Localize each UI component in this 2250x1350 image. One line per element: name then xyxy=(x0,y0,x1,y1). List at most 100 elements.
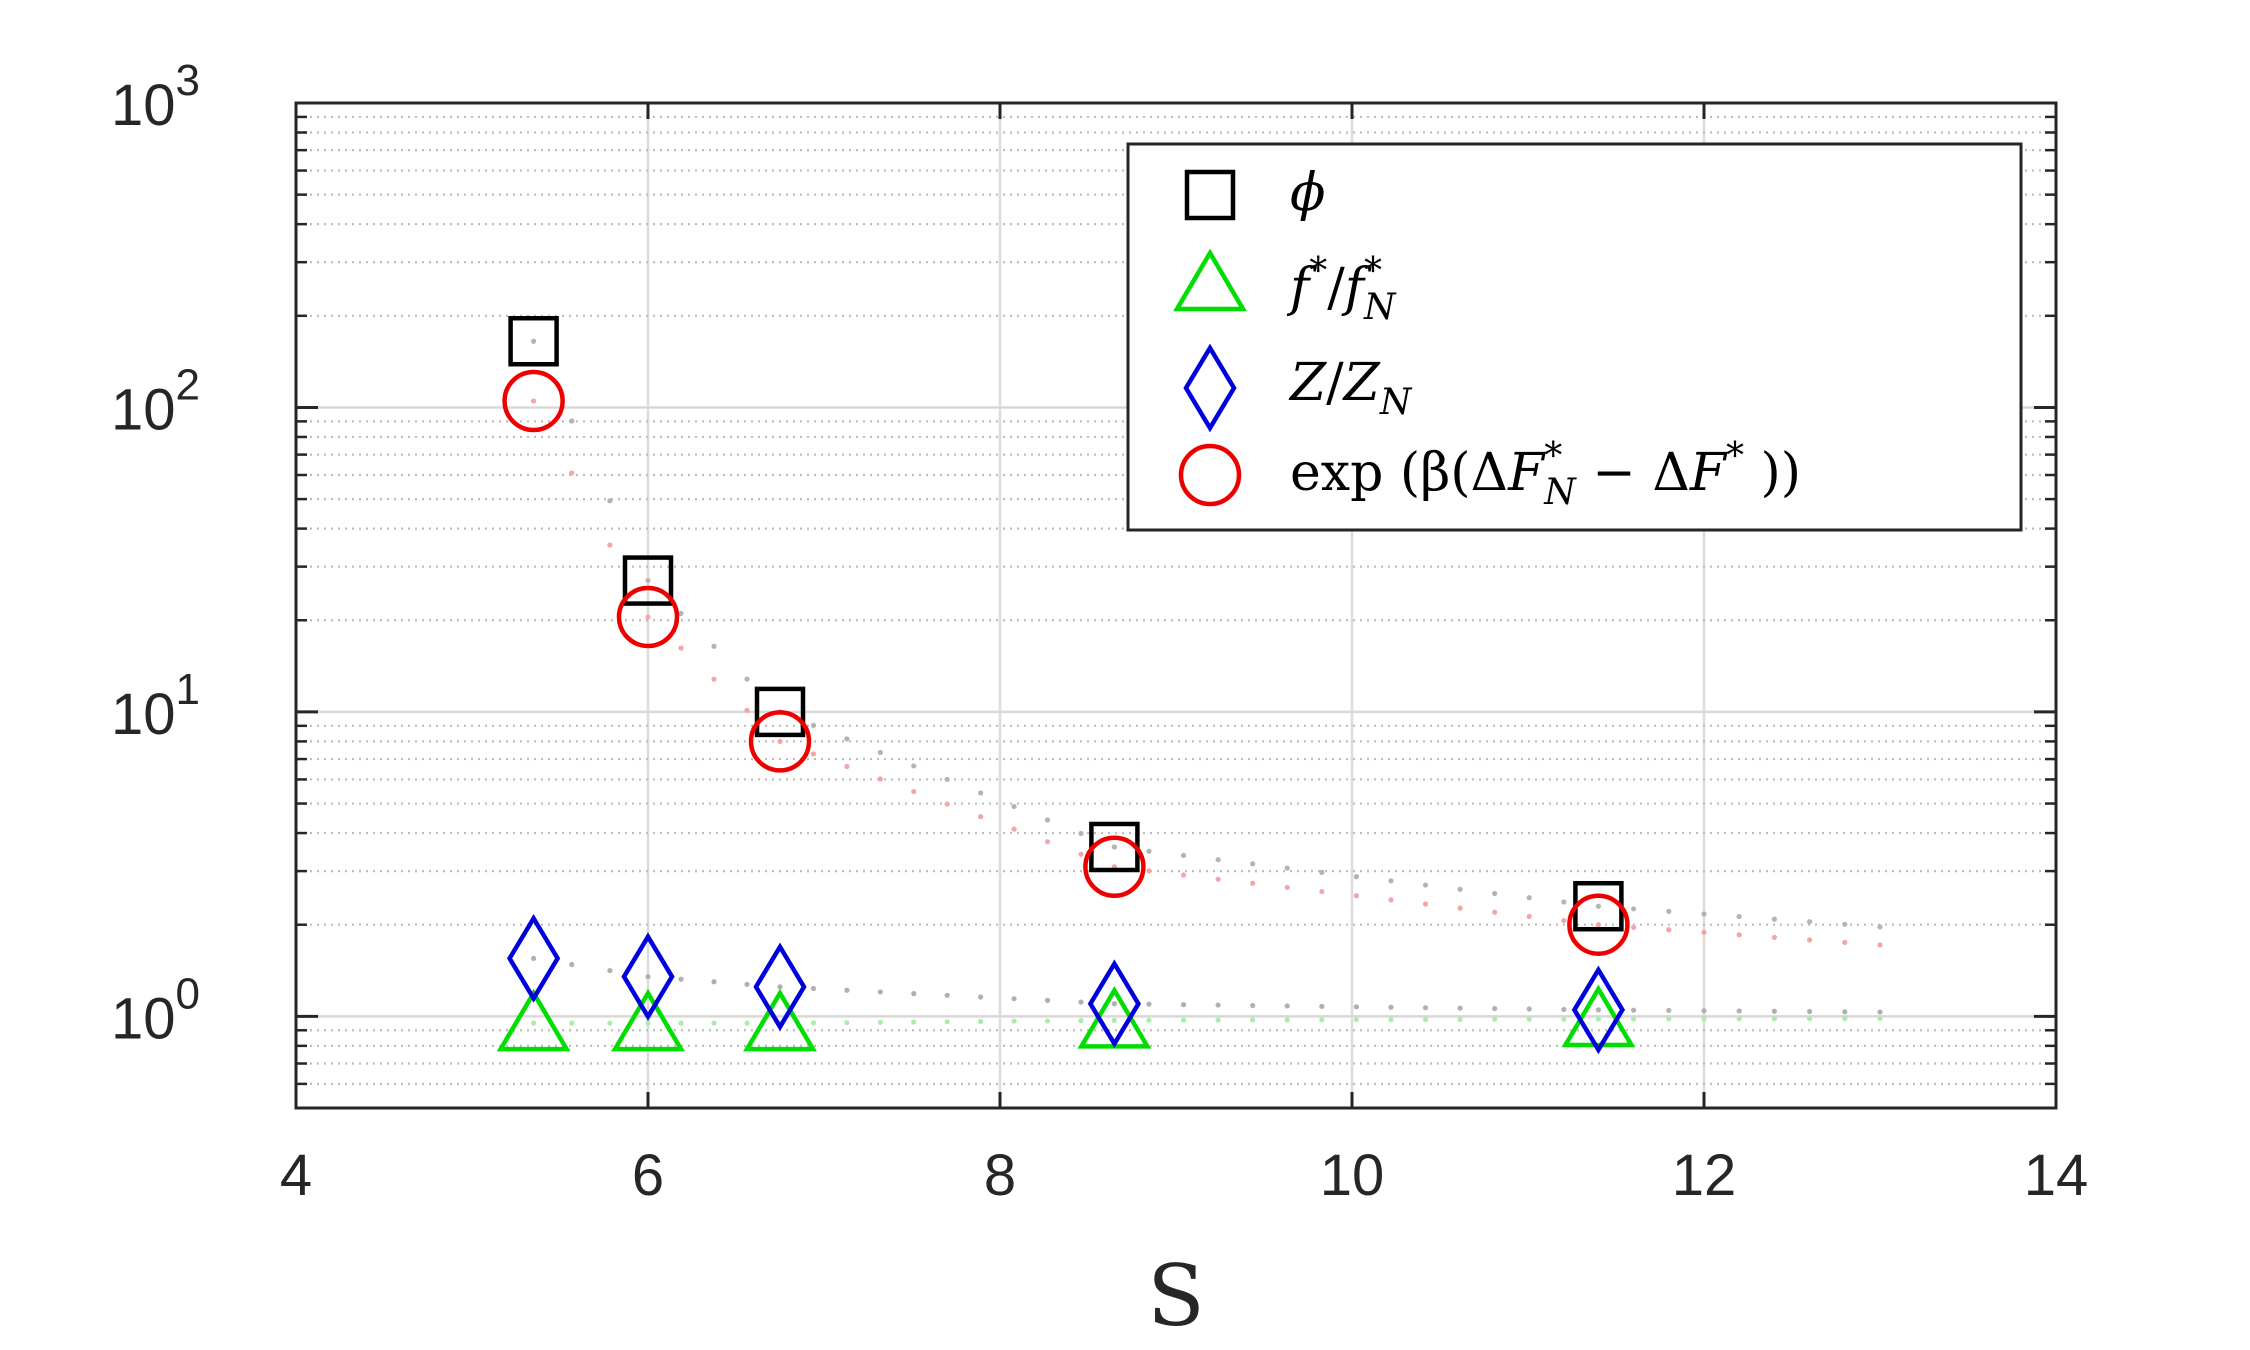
guide-dot xyxy=(1353,1004,1359,1010)
data-point-triangle xyxy=(496,988,571,1052)
guide-dot xyxy=(1666,908,1672,914)
guide-dot xyxy=(1666,1016,1672,1022)
guide-dot xyxy=(1631,1007,1637,1013)
y-tick-label: 100 xyxy=(111,969,200,1051)
guide-dot xyxy=(1701,1008,1707,1014)
guide-dot xyxy=(1078,830,1084,837)
guide-dot xyxy=(1492,1016,1498,1022)
guide-dot xyxy=(1561,917,1567,924)
guide-dot xyxy=(645,614,651,620)
guide-dot xyxy=(678,1020,684,1026)
guide-dot xyxy=(1561,1016,1567,1022)
guide-dot xyxy=(711,676,717,682)
guide-dot xyxy=(1044,817,1051,823)
guide-dot xyxy=(1388,878,1394,884)
guide-dot xyxy=(1736,1008,1742,1014)
guide-dot xyxy=(1422,882,1429,888)
guide-dot xyxy=(645,577,651,584)
guide-dot xyxy=(777,984,783,990)
guide-dot xyxy=(877,776,883,782)
x-tick-label: 6 xyxy=(632,1143,664,1208)
guide-dot xyxy=(1457,1016,1463,1023)
guide-dot xyxy=(1078,1018,1084,1024)
guide-dot xyxy=(1319,869,1325,875)
guide-dot xyxy=(531,1020,537,1026)
guide-dot xyxy=(1771,1016,1777,1022)
guide-dot xyxy=(1842,1016,1848,1022)
x-tick-label: 14 xyxy=(2024,1143,2089,1208)
guide-dot xyxy=(1011,803,1017,810)
legend-entry-exp: exp (β(ΔF* N − ΔF* )) xyxy=(1290,436,1801,513)
guide-dot xyxy=(1807,1008,1813,1015)
data-point-circle xyxy=(1567,893,1630,956)
guide-dot xyxy=(944,1019,950,1025)
guide-dot xyxy=(1631,924,1637,930)
legend-entry-f-ratio: f*/f* N xyxy=(1286,251,1397,328)
guide-dot xyxy=(1146,868,1152,874)
y-tick-label: 103 xyxy=(111,56,200,138)
guide-dot xyxy=(1011,826,1017,832)
guide-dot xyxy=(569,961,575,968)
guide-dot xyxy=(1771,1008,1777,1014)
data-point-circle xyxy=(616,585,680,649)
guide-dot xyxy=(911,991,917,997)
guide-dot xyxy=(1595,1016,1601,1022)
data-point-diamond xyxy=(621,932,675,1022)
plot-frame xyxy=(294,101,2058,1110)
data-point-triangle xyxy=(1561,984,1636,1048)
guide-dot xyxy=(1044,1018,1051,1024)
x-tick-label: 12 xyxy=(1672,1143,1737,1208)
guide-dot xyxy=(911,1019,917,1025)
guide-dot xyxy=(1422,901,1429,907)
data-point-diamond xyxy=(1087,959,1142,1049)
guide-dot xyxy=(1319,888,1325,895)
guide-dot xyxy=(810,985,817,992)
guide-dot xyxy=(1215,876,1221,882)
guide-dot xyxy=(1215,1002,1221,1008)
guide-dot xyxy=(1078,851,1084,857)
guide-dot xyxy=(911,763,917,769)
guide-dot xyxy=(1807,1016,1813,1022)
guide-dot xyxy=(711,1020,717,1026)
guide-dot xyxy=(1353,874,1359,880)
guide-dot xyxy=(1842,1009,1848,1015)
guide-dot xyxy=(1736,1016,1742,1022)
guide-dot xyxy=(1807,919,1813,925)
legend-marker-square xyxy=(1184,169,1236,221)
guide-dot xyxy=(1807,937,1813,943)
guide-dot xyxy=(1457,1005,1463,1011)
guide-dot xyxy=(569,1020,575,1026)
guide-dot xyxy=(1111,1001,1117,1007)
guide-dot xyxy=(1736,913,1742,920)
guide-dot xyxy=(645,974,651,980)
legend-entry-phi: ϕ xyxy=(1290,163,1325,223)
y-tick-labels: 100 101 102 103 xyxy=(111,56,200,1051)
guide-dot xyxy=(1388,1004,1394,1010)
guide-dot xyxy=(1146,1001,1152,1007)
guide-dot xyxy=(1250,1002,1256,1009)
guide-dot xyxy=(1284,865,1290,871)
legend-marker-triangle xyxy=(1173,248,1247,312)
guide-dot xyxy=(1492,909,1498,915)
guide-dot xyxy=(978,790,984,796)
guide-dot xyxy=(1180,1002,1187,1008)
guide-dot xyxy=(1701,911,1707,917)
guide-dot xyxy=(1146,1017,1152,1023)
data-point-circle xyxy=(1083,835,1146,899)
data-point-circle xyxy=(502,369,565,433)
guide-dot xyxy=(1631,1016,1637,1022)
guide-dot xyxy=(1492,1005,1498,1012)
guide-dot xyxy=(1701,929,1707,935)
guide-dot xyxy=(978,814,984,820)
x-tick-label: 8 xyxy=(984,1143,1016,1208)
guide-dot xyxy=(1595,1007,1601,1013)
guide-dot xyxy=(877,749,883,756)
guide-dot xyxy=(1284,884,1290,891)
guide-dot xyxy=(1666,927,1672,933)
guide-dot xyxy=(810,722,817,729)
guide-dot xyxy=(1215,857,1221,863)
data-point-square xyxy=(622,555,674,606)
guide-dot xyxy=(531,955,537,962)
x-tick-labels: 4 6 8 10 12 14 xyxy=(280,1143,2088,1208)
